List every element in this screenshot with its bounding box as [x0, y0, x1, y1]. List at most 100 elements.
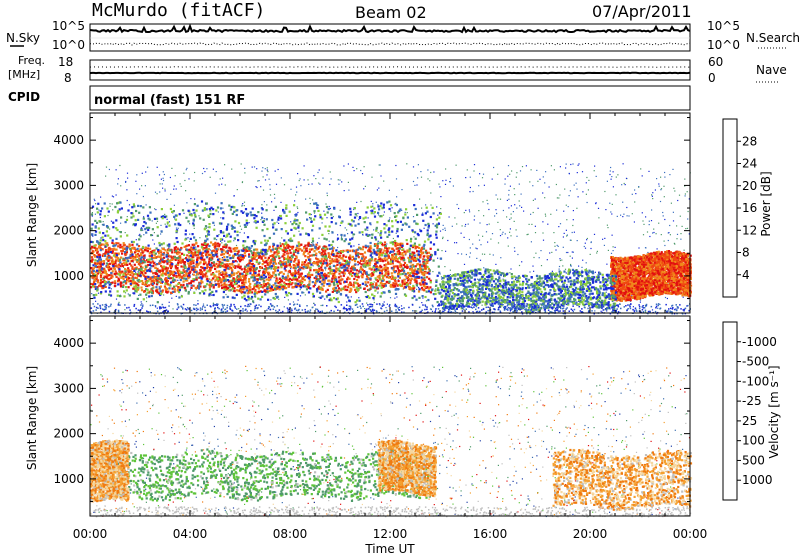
noise-point — [129, 204, 130, 205]
echo-point — [279, 286, 281, 288]
noise-point — [427, 178, 428, 179]
noise-point — [389, 190, 390, 191]
echo-point — [371, 294, 373, 296]
noise-point — [465, 177, 466, 178]
echo-point — [176, 267, 178, 269]
noise-point — [497, 174, 498, 175]
echo-point — [287, 252, 289, 254]
noise-point — [237, 261, 238, 262]
echo-point — [93, 294, 95, 296]
noise-point — [656, 233, 657, 234]
echo-point — [382, 277, 384, 279]
echo-point — [390, 263, 392, 265]
echo-point — [179, 277, 181, 279]
echo-point — [418, 297, 420, 299]
noise-point — [425, 204, 426, 205]
echo-point — [322, 269, 324, 271]
echo-point — [295, 282, 297, 284]
echo-point — [219, 266, 221, 268]
echo-point — [438, 266, 440, 268]
noise-point — [450, 178, 451, 179]
echo-point — [342, 251, 344, 253]
echo-point — [349, 278, 351, 280]
echo-point — [321, 295, 323, 297]
noise-point — [553, 232, 554, 233]
echo-point — [278, 255, 280, 257]
noise-point — [643, 234, 644, 235]
echo-point — [335, 287, 337, 289]
echo-point — [390, 251, 392, 253]
noise-point — [265, 168, 266, 169]
echo-point — [102, 232, 104, 234]
noise-point — [256, 187, 257, 188]
echo-point — [262, 286, 264, 288]
noise-point — [677, 200, 678, 201]
noise-point — [602, 239, 603, 240]
echo-point — [204, 285, 206, 287]
noise-point — [92, 212, 93, 213]
echo-point — [236, 294, 238, 296]
noise-point — [356, 202, 357, 203]
echo-point — [264, 257, 266, 259]
noise-point — [543, 240, 544, 241]
echo-point — [160, 278, 162, 280]
noise-point — [574, 185, 575, 186]
echo-point — [420, 249, 422, 251]
noise-point — [295, 194, 296, 195]
echo-point — [315, 269, 317, 271]
noise-point — [326, 217, 327, 218]
noise-point — [139, 189, 140, 190]
noise-point — [116, 299, 117, 300]
noise-point — [162, 183, 163, 184]
echo-point — [104, 240, 106, 242]
echo-point — [117, 245, 119, 247]
echo-point — [419, 270, 421, 272]
echo-point — [206, 283, 208, 285]
echo-point — [114, 273, 116, 275]
date-title: 07/Apr/2011 — [592, 2, 692, 21]
echo-point — [158, 275, 160, 277]
echo-point — [265, 244, 267, 246]
echo-point — [329, 256, 331, 258]
echo-point — [270, 277, 272, 279]
noise-point — [564, 233, 565, 234]
noise-point — [450, 270, 451, 271]
echo-point — [336, 292, 338, 294]
echo-point — [291, 282, 293, 284]
noise-point — [247, 311, 248, 312]
noise-point — [340, 225, 341, 226]
echo-point — [206, 276, 208, 278]
noise-point — [300, 178, 301, 179]
echo-point — [91, 233, 93, 235]
echo-point — [297, 283, 299, 285]
noise-point — [640, 302, 641, 303]
noise-point — [157, 221, 158, 222]
noise-point — [441, 250, 442, 251]
noise-point — [206, 168, 207, 169]
echo-point — [353, 220, 355, 222]
echo-point — [193, 274, 195, 276]
noise-point — [296, 192, 297, 193]
noise-point — [315, 178, 316, 179]
echo-point — [128, 286, 130, 288]
noise-point — [586, 194, 587, 195]
noise-point — [544, 182, 545, 183]
noise-point — [661, 188, 662, 189]
noise-point — [482, 254, 483, 255]
echo-point — [382, 275, 384, 277]
noise-point — [183, 173, 184, 174]
echo-point — [403, 270, 405, 272]
noise-point — [236, 251, 237, 252]
echo-point — [114, 280, 116, 282]
echo-point — [375, 238, 377, 240]
echo-point — [153, 249, 155, 251]
echo-point — [289, 249, 291, 251]
noise-point — [628, 215, 629, 216]
echo-point — [358, 256, 360, 258]
echo-point — [285, 265, 287, 267]
echo-point — [409, 256, 411, 258]
noise-point — [274, 194, 275, 195]
echo-point — [96, 270, 98, 272]
noise-point — [281, 177, 282, 178]
echo-point — [396, 230, 398, 232]
